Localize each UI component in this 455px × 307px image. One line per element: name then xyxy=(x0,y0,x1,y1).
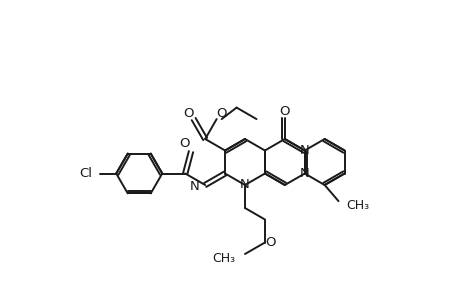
Text: N: N xyxy=(240,178,250,192)
Text: O: O xyxy=(180,137,190,150)
Text: N: N xyxy=(189,181,199,193)
Text: O: O xyxy=(279,105,290,118)
Text: N: N xyxy=(300,167,310,180)
Text: O: O xyxy=(183,107,194,120)
Text: O: O xyxy=(266,236,276,249)
Text: CH₃: CH₃ xyxy=(346,199,369,212)
Text: N: N xyxy=(300,144,310,157)
Text: CH₃: CH₃ xyxy=(212,251,235,265)
Text: Cl: Cl xyxy=(79,167,92,180)
Text: O: O xyxy=(217,107,227,120)
